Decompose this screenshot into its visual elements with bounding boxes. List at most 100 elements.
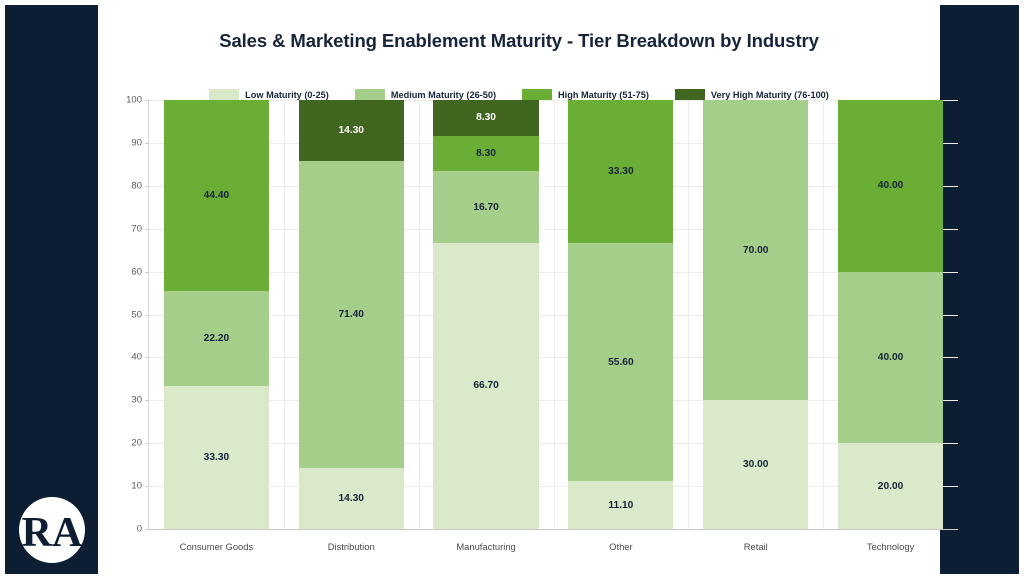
bar-value-label: 70.00 — [742, 244, 769, 256]
bar-value-label: 20.00 — [877, 480, 904, 492]
legend-label: Medium Maturity (26-50) — [390, 89, 497, 100]
legend-item[interactable]: Low Maturity (0-25) — [209, 89, 329, 100]
stacked-bar[interactable]: 20.00 40.00 40.00 — [837, 100, 944, 529]
bar-segment[interactable]: 33.30 — [163, 386, 269, 529]
plot-inner: 0 10 20 30 40 50 60 70 80 90 100 33.30 22.20 44.40 Co… — [126, 95, 958, 552]
legend-label: Very High Maturity (76-100) — [710, 89, 829, 100]
bar-segment[interactable]: 33.30 — [568, 100, 674, 243]
right-accent-band — [940, 5, 1019, 574]
legend-swatch — [522, 89, 553, 100]
stacked-bar[interactable]: 30.00 70.00 — [703, 100, 809, 529]
plot-area: 0 10 20 30 40 50 60 70 80 90 100 33.30 22.20 44.40 Co… — [126, 95, 958, 552]
bar-value-label: 14.30 — [338, 492, 364, 504]
y-axis-tick-mark — [145, 486, 149, 488]
bar-value-label: 16.70 — [473, 201, 499, 213]
bar-slot: 11.10 55.60 33.30 Other — [553, 100, 688, 552]
bar-value-label: 40.00 — [877, 351, 904, 363]
legend-label: High Maturity (51-75) — [558, 89, 649, 100]
bar-value-label: 40.00 — [877, 180, 904, 192]
bar-value-label: 8.30 — [476, 147, 496, 159]
bar-value-label: 44.40 — [203, 190, 230, 202]
y-axis-tick-label: 30 — [131, 394, 142, 406]
x-axis-tick-label: Technology — [866, 541, 915, 552]
ra-logo-text: RA — [22, 510, 83, 556]
bar-slot: 14.30 71.40 14.30 Distribution — [284, 100, 419, 552]
stacked-bar[interactable]: 66.70 16.70 8.30 8.30 — [433, 100, 539, 529]
bar-segment[interactable]: 55.60 — [568, 242, 674, 482]
legend-swatch — [354, 89, 385, 100]
bar-segment[interactable]: 71.40 — [298, 161, 404, 468]
x-axis-tick-label: Consumer Goods — [179, 541, 254, 552]
y-axis-tick-label: 100 — [126, 94, 142, 106]
y-axis-tick-label: 10 — [131, 480, 142, 492]
bar-value-label: 33.30 — [608, 165, 634, 177]
y-axis-tick-mark — [145, 357, 149, 359]
bar-value-label: 8.30 — [476, 112, 496, 124]
bar-segment[interactable]: 40.00 — [837, 100, 944, 272]
gridline-vertical — [418, 100, 420, 529]
bar-segment[interactable]: 8.30 — [433, 100, 539, 136]
bar-value-label: 14.30 — [338, 125, 364, 137]
gridline-vertical — [823, 100, 825, 529]
x-axis-tick-label: Distribution — [327, 541, 375, 552]
chart-legend: Low Maturity (0-25) Medium Maturity (26-5… — [98, 89, 940, 100]
bar-segment[interactable]: 8.30 — [433, 135, 539, 172]
bar-segment[interactable]: 14.30 — [298, 100, 404, 162]
bar-segment[interactable]: 40.00 — [837, 271, 944, 444]
bar-segment[interactable]: 14.30 — [298, 467, 404, 529]
bar-slot: 20.00 40.00 40.00 Technology — [823, 100, 958, 552]
y-axis-tick-mark — [145, 314, 149, 316]
y-axis-tick-mark — [145, 443, 149, 445]
gridline-vertical — [553, 100, 555, 529]
stacked-bar[interactable]: 14.30 71.40 14.30 — [298, 100, 404, 529]
bar-segment[interactable]: 30.00 — [703, 400, 809, 529]
legend-item[interactable]: Very High Maturity (76-100) — [674, 89, 829, 100]
y-axis-tick-mark — [145, 142, 149, 144]
y-axis-tick-mark — [145, 271, 149, 273]
y-axis-tick-mark — [145, 400, 149, 402]
bar-value-label: 66.70 — [473, 380, 499, 392]
stacked-bar[interactable]: 11.10 55.60 33.30 — [568, 100, 674, 529]
ra-logo: RA — [19, 497, 85, 563]
bar-segment[interactable]: 20.00 — [837, 443, 944, 529]
bar-segment[interactable]: 44.40 — [163, 100, 269, 291]
legend-swatch — [209, 89, 240, 100]
y-axis-tick-label: 90 — [131, 137, 142, 149]
bar-slot: 33.30 22.20 44.40 Consumer Goods — [149, 100, 284, 552]
legend-swatch — [674, 89, 705, 100]
legend-item[interactable]: Medium Maturity (26-50) — [354, 89, 497, 100]
bar-group: 33.30 22.20 44.40 Consumer Goods 14.30 71.40 1… — [149, 100, 958, 552]
x-axis-tick-label: Other — [609, 541, 633, 552]
page-title: Sales & Marketing Enablement Maturity - … — [219, 30, 819, 51]
bar-value-label: 33.30 — [203, 452, 230, 464]
x-axis-tick-label: Manufacturing — [456, 541, 516, 552]
bar-slot: 30.00 70.00 Retail — [688, 100, 823, 552]
bar-value-label: 30.00 — [742, 459, 769, 471]
bar-segment[interactable]: 11.10 — [568, 481, 674, 529]
legend-item[interactable]: High Maturity (51-75) — [522, 89, 649, 100]
bar-value-label: 11.10 — [608, 499, 634, 511]
y-axis-tick-label: 40 — [131, 351, 142, 363]
bar-segment[interactable]: 70.00 — [703, 100, 809, 401]
y-axis-tick-mark — [145, 228, 149, 230]
bar-segment[interactable]: 16.70 — [433, 171, 539, 243]
bar-value-label: 55.60 — [608, 356, 634, 368]
y-axis-tick-label: 60 — [131, 266, 142, 278]
bar-slot: 66.70 16.70 8.30 8.30 Manufacturing — [419, 100, 554, 552]
gridline-vertical — [283, 100, 285, 529]
y-axis-tick-label: 70 — [131, 223, 142, 235]
y-axis-tick-mark — [145, 100, 149, 101]
x-axis-tick-label: Retail — [743, 541, 768, 552]
stacked-bar[interactable]: 33.30 22.20 44.40 — [163, 100, 269, 529]
bar-segment[interactable]: 66.70 — [433, 242, 539, 529]
y-axis-tick-label: 50 — [131, 309, 142, 320]
y-axis-tick-mark — [145, 185, 149, 187]
y-axis-tick-label: 20 — [131, 437, 142, 449]
bar-value-label: 71.40 — [338, 309, 364, 320]
legend-label: Low Maturity (0-25) — [245, 89, 329, 100]
y-axis-tick-label: 80 — [131, 180, 142, 192]
bar-value-label: 22.20 — [203, 333, 230, 345]
y-axis-tick-mark — [145, 529, 149, 530]
bar-segment[interactable]: 22.20 — [163, 290, 269, 387]
